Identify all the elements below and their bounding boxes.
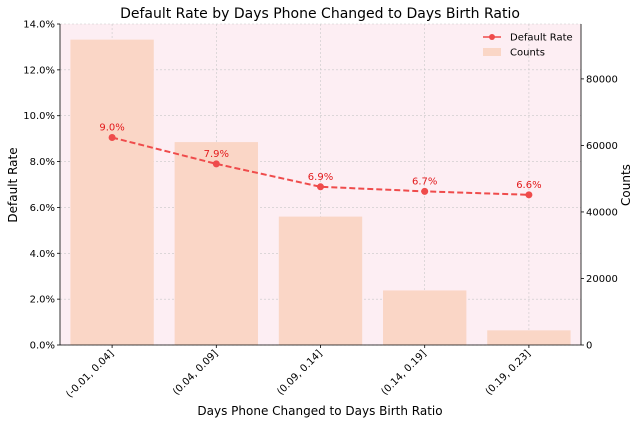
y-tick-label-left: 2.0% [30,295,55,306]
y-tick-label-right: 0 [586,341,592,352]
bar-counts [487,330,571,345]
legend-label-counts: Counts [510,48,545,59]
point-default-rate [421,187,429,195]
line-series-default-rate [111,136,529,196]
y-tick-label-left: 0.0% [30,341,55,352]
point-default-rate [525,191,533,199]
bar-counts [174,142,258,345]
data-label-default-rate: 6.9% [308,172,333,183]
y-tick-label-right: 20000 [586,274,618,285]
bar-counts [278,216,363,345]
y-tick-label-right: 60000 [586,141,618,152]
legend-dot-swatch [489,34,495,40]
data-label-default-rate: 9.0% [99,122,124,133]
y-tick-label-left: 14.0% [23,20,55,31]
line-default-rate: 9.0% 7.9% 6.9% 6.7% 6.6% [99,122,542,199]
y-tick-label-left: 4.0% [30,249,55,260]
y-tick-label-right: 40000 [586,207,618,218]
data-label-default-rate: 6.6% [516,180,541,191]
y-axis-left: 0.0% 2.0% 4.0% 6.0% 8.0% 10.0% 12.0% 14.0% [23,20,61,352]
bar-counts [70,39,154,346]
y2-axis-label: Counts [619,164,633,206]
legend: Default Rate Counts [483,33,573,59]
point-default-rate [108,133,116,141]
y-tick-label-left: 8.0% [30,157,55,168]
data-label-default-rate: 7.9% [204,149,229,160]
data-label-default-rate: 6.7% [412,176,437,187]
chart-title: Default Rate by Days Phone Changed to Da… [120,6,520,22]
x-axis-label: Days Phone Changed to Days Birth Ratio [197,404,442,418]
y-tick-label-left: 10.0% [23,111,55,122]
legend-label-default-rate: Default Rate [510,33,573,44]
y-axis-label: Default Rate [6,147,20,222]
x-tick-label: (0.14, 0.19] [380,348,429,397]
x-tick-label: (-0.01, 0.04] [64,348,116,400]
y-tick-label-left: 12.0% [23,65,55,76]
x-tick-label: (0.04, 0.09] [171,348,220,397]
x-tick-label: (0.09, 0.14] [275,348,324,397]
bars-counts [70,39,571,346]
y-tick-label-left: 6.0% [30,203,55,214]
bar-counts [383,290,467,345]
point-default-rate [317,183,324,191]
y-tick-label-right: 80000 [586,74,618,85]
legend-bar-swatch [483,48,501,56]
y-axis-right: 0 20000 40000 60000 80000 [580,24,618,352]
point-default-rate [212,160,220,168]
x-axis: (-0.01, 0.04] (0.04, 0.09] (0.09, 0.14] (0.… [60,344,581,400]
x-tick-label: (0.19, 0.23] [484,348,533,397]
